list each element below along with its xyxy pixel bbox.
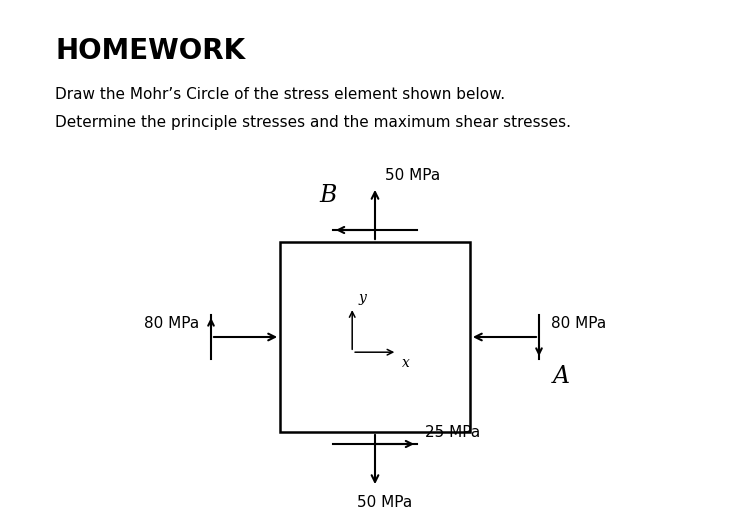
Text: 50 MPa: 50 MPa xyxy=(357,495,412,510)
Text: HOMEWORK: HOMEWORK xyxy=(55,37,245,65)
Text: 80 MPa: 80 MPa xyxy=(551,316,606,331)
Text: 25 MPa: 25 MPa xyxy=(425,425,480,440)
FancyBboxPatch shape xyxy=(280,242,470,432)
Text: x: x xyxy=(403,356,410,370)
Text: A: A xyxy=(553,365,570,388)
Text: y: y xyxy=(358,291,366,305)
Text: 80 MPa: 80 MPa xyxy=(144,316,199,331)
Text: 50 MPa: 50 MPa xyxy=(385,168,440,183)
Text: B: B xyxy=(320,184,337,206)
Text: Draw the Mohr’s Circle of the stress element shown below.: Draw the Mohr’s Circle of the stress ele… xyxy=(55,87,505,102)
Text: Determine the principle stresses and the maximum shear stresses.: Determine the principle stresses and the… xyxy=(55,115,571,130)
